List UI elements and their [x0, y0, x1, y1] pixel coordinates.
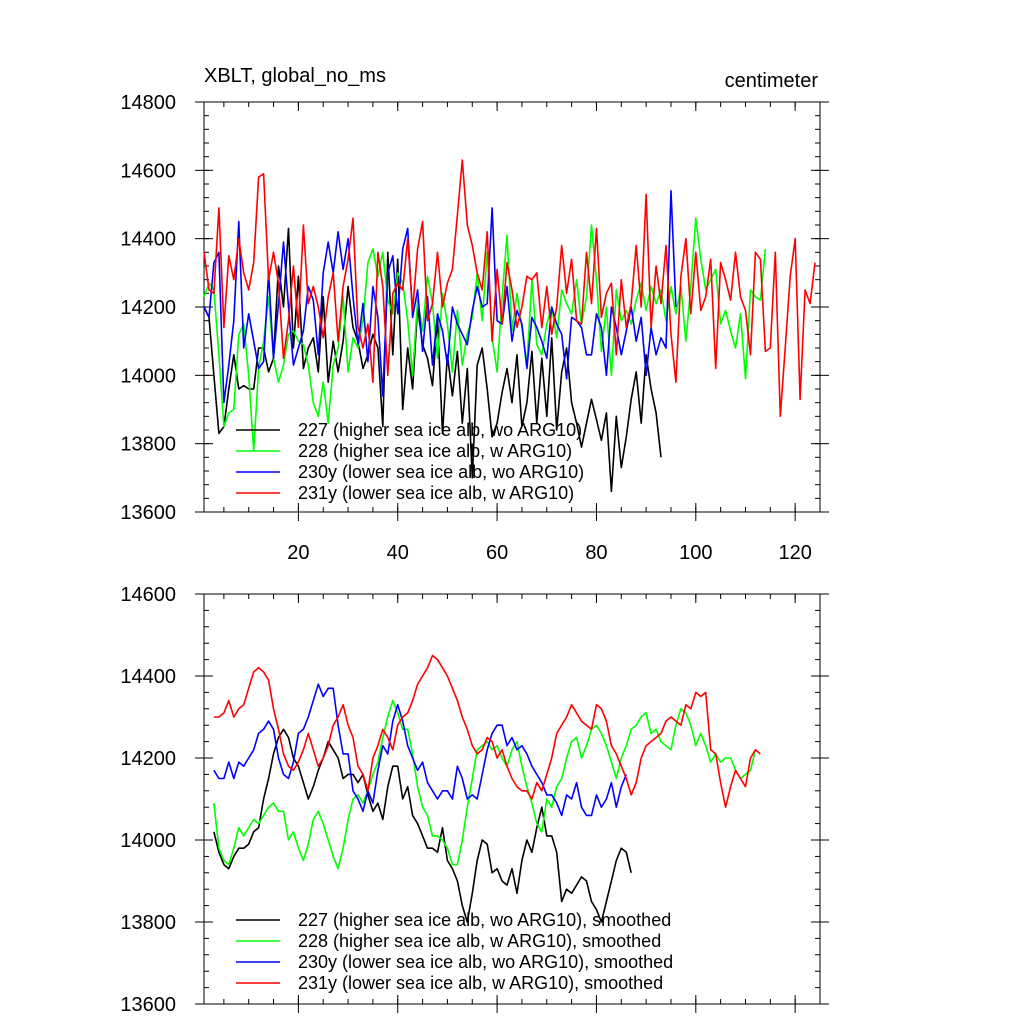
y-tick-label: 14400: [120, 666, 176, 688]
legend-label-228: 228 (higher sea ice alb, w ARG10): [298, 441, 572, 461]
x-tick-label: 120: [778, 542, 811, 564]
legend-label-227: 227 (higher sea ice alb, wo ARG10): [298, 420, 582, 440]
y-tick-label: 14200: [120, 748, 176, 770]
y-tick-label: 13800: [120, 912, 176, 934]
top-panel: 20 40 60 80 100 120 13600 13800 14000 14200 14400 1…: [120, 92, 829, 564]
bottom-panel: 13600 13800 14000 14200 14400 14600 227 (highe…: [120, 584, 829, 1016]
legend-label-230y: 230y (lower sea ice alb, wo ARG10): [298, 462, 584, 482]
legend-label-228: 228 (higher sea ice alb, w ARG10), smoot…: [298, 931, 661, 951]
y-tick-label: 14000: [120, 830, 176, 852]
legend-label-227: 227 (higher sea ice alb, wo ARG10), smoo…: [298, 910, 671, 930]
y-tick-label: 14200: [120, 297, 176, 319]
x-tick-label: 40: [387, 542, 409, 564]
series-line-227: [213, 728, 632, 923]
legend-label-231y: 231y (lower sea ice alb, w ARG10): [298, 483, 574, 503]
legend-label-230y: 230y (lower sea ice alb, wo ARG10), smoo…: [298, 952, 673, 972]
x-tick-label: 20: [287, 542, 309, 564]
y-tick-label: 14800: [120, 92, 176, 114]
plot-frame: [203, 593, 821, 1005]
x-tick-label: 100: [679, 542, 712, 564]
series-line-230y: [213, 683, 628, 817]
y-tick-label: 13800: [120, 434, 176, 456]
y-tick-label: 14600: [120, 584, 176, 606]
units-label: centimeter: [725, 70, 819, 92]
x-tick-label: 60: [486, 542, 508, 564]
y-tick-label: 14600: [120, 160, 176, 182]
y-tick-label: 13600: [120, 994, 176, 1016]
legend-label-231y: 231y (lower sea ice alb, w ARG10), smoot…: [298, 973, 663, 993]
chart-title: XBLT, global_no_ms: [204, 65, 386, 87]
y-tick-label: 13600: [120, 502, 176, 524]
series-line-228: [203, 217, 767, 452]
series-line-231y: [213, 654, 761, 809]
y-tick-label: 14000: [120, 365, 176, 387]
x-tick-label: 80: [585, 542, 607, 564]
series-line-230y: [203, 190, 677, 404]
y-tick-label: 14400: [120, 229, 176, 251]
series-line-231y: [203, 159, 816, 418]
